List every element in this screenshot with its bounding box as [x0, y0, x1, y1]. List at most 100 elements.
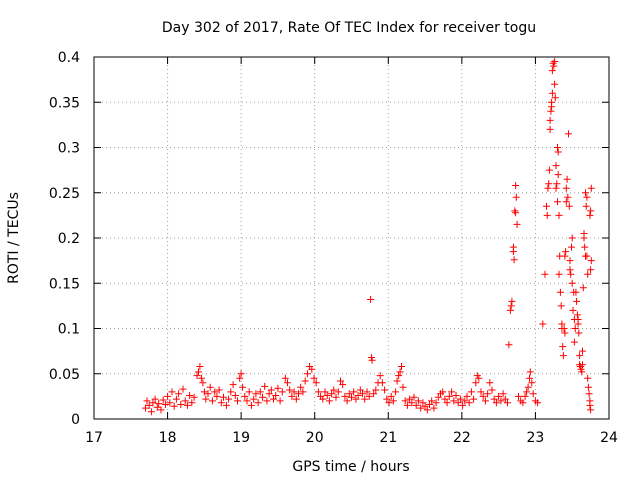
data-point [459, 401, 467, 409]
data-point [339, 381, 347, 389]
data-point [584, 383, 592, 391]
data-point [401, 397, 409, 405]
data-point [365, 392, 373, 400]
data-point [559, 343, 567, 351]
data-point [376, 372, 384, 380]
data-point [290, 388, 298, 396]
data-point [555, 270, 563, 278]
data-point [573, 311, 581, 319]
data-point [551, 80, 559, 88]
data-point [157, 406, 165, 414]
data-point [428, 397, 436, 405]
data-point [213, 392, 221, 400]
data-point [196, 363, 204, 370]
data-point [565, 202, 573, 210]
data-point [363, 388, 371, 396]
data-point [574, 316, 582, 323]
data-point [586, 401, 594, 409]
data-point [521, 392, 529, 400]
data-point [582, 202, 590, 210]
data-point [560, 325, 568, 332]
data-point [215, 386, 223, 394]
data-point [541, 270, 549, 278]
data-point [511, 207, 519, 215]
data-point [252, 390, 260, 398]
data-point [188, 399, 196, 407]
data-point [155, 400, 163, 408]
data-point [434, 393, 442, 401]
data-point [370, 390, 378, 398]
data-point [587, 184, 595, 192]
data-point [423, 406, 431, 414]
data-point [515, 392, 522, 400]
data-point [403, 401, 411, 409]
data-point [345, 390, 353, 398]
data-point [452, 392, 460, 399]
data-point [547, 107, 555, 115]
data-point [472, 379, 480, 387]
x-tick-label: 23 [527, 430, 545, 446]
data-point [197, 374, 205, 382]
data-point [352, 395, 360, 403]
x-axis-label: GPS time / hours [292, 459, 409, 475]
data-point [151, 395, 159, 403]
data-point [195, 368, 202, 376]
data-point [193, 372, 201, 380]
data-point [359, 390, 366, 398]
data-point [412, 401, 420, 409]
data-point [554, 198, 561, 206]
data-point [519, 399, 527, 407]
data-point [528, 379, 536, 387]
data-point [177, 401, 185, 408]
data-point [557, 302, 565, 310]
data-point [481, 397, 489, 405]
data-point [587, 207, 595, 215]
data-point [578, 368, 586, 376]
data-point [441, 395, 449, 403]
x-tick-label: 20 [306, 430, 324, 446]
data-point [512, 182, 520, 189]
data-point [584, 270, 592, 278]
data-point [256, 388, 264, 396]
data-point [332, 393, 340, 401]
data-point [292, 395, 300, 403]
data-point [571, 325, 579, 332]
x-tick-label: 22 [453, 430, 471, 446]
data-point [259, 393, 266, 401]
data-point [585, 390, 593, 398]
data-point [583, 193, 591, 201]
data-point [492, 399, 500, 407]
y-axis-label: ROTI / TECUs [6, 192, 22, 284]
data-point [419, 399, 427, 407]
chart-title: Day 302 of 2017, Rate Of TEC Index for r… [162, 20, 536, 36]
data-point [325, 397, 333, 405]
data-point [565, 130, 572, 138]
data-point [546, 125, 554, 133]
data-point [505, 341, 513, 349]
data-point [239, 383, 247, 391]
data-point [501, 395, 509, 403]
data-point [341, 392, 349, 400]
data-point [204, 390, 212, 398]
data-point [556, 288, 564, 296]
data-point [564, 193, 572, 201]
data-point [396, 368, 404, 376]
data-point [321, 388, 329, 396]
data-point [406, 395, 414, 403]
data-point [398, 363, 405, 370]
data-point [456, 395, 464, 403]
data-point [208, 397, 216, 405]
data-point [395, 372, 403, 380]
data-point [410, 393, 418, 401]
data-point [475, 374, 483, 382]
data-point [334, 388, 342, 396]
y-tick-labels: 0 0.05 0.1 0.15 0.2 0.25 0.3 0.35 0.4 [49, 50, 80, 428]
data-point [579, 347, 586, 355]
data-point [576, 352, 584, 360]
data-point [179, 385, 187, 393]
data-point [225, 395, 233, 403]
data-point [484, 390, 492, 398]
data-point [543, 211, 551, 219]
data-point [524, 383, 532, 391]
